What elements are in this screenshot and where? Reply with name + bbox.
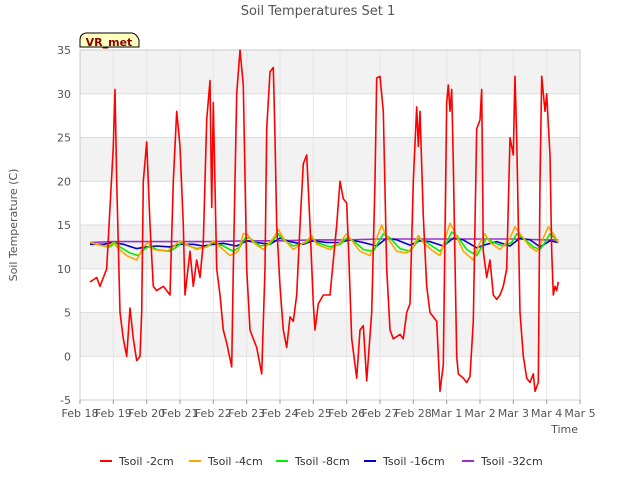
y-tick-label: 35 [57, 44, 71, 57]
site-label-box: VR_met [79, 32, 140, 49]
x-tick-label: Mar 1 [431, 407, 462, 420]
x-tick-label: Feb 26 [328, 407, 365, 420]
y-tick-label: 15 [57, 219, 71, 232]
y-tick-label: -5 [60, 394, 71, 407]
legend-label: Tsoil -32cm [480, 455, 543, 468]
y-tick-label: 0 [64, 350, 71, 363]
legend: Tsoil -2cm Tsoil -4cm Tsoil -8cm Tsoil -16c… [100, 455, 543, 468]
plot-background-bands [80, 50, 580, 357]
x-tick-label: Feb 20 [128, 407, 165, 420]
series-line [89, 238, 559, 244]
x-tick-label: Feb 24 [262, 407, 299, 420]
y-tick-label: 10 [57, 263, 71, 276]
legend-label: Tsoil -4cm [207, 455, 263, 468]
x-tick-label: Feb 23 [228, 407, 265, 420]
x-tick-label: Feb 18 [62, 407, 99, 420]
y-tick-label: 30 [57, 88, 71, 101]
series-line [89, 49, 560, 393]
y-tick-label: 5 [64, 307, 71, 320]
x-tick-label: Feb 27 [362, 407, 399, 420]
site-label: VR_met [86, 36, 133, 49]
x-tick-label: Feb 21 [162, 407, 199, 420]
x-tick-label: Feb 22 [195, 407, 232, 420]
series-lines [89, 49, 560, 393]
chart-title: Soil Temperatures Set 1 [241, 4, 396, 19]
x-tick-label: Feb 28 [395, 407, 432, 420]
legend-label: Tsoil -8cm [294, 455, 350, 468]
x-tick-label: Feb 25 [295, 407, 332, 420]
plot-band [80, 312, 580, 357]
y-axis-label: Soil Temperature (C) [7, 169, 20, 282]
x-tick-label: Mar 2 [464, 407, 495, 420]
y-tick-label: 20 [57, 175, 71, 188]
legend-label: Tsoil -2cm [118, 455, 174, 468]
plot-band [80, 50, 580, 94]
series-line [89, 231, 559, 257]
x-tick-label: Mar 4 [531, 407, 562, 420]
legend-label: Tsoil -16cm [382, 455, 445, 468]
x-axis-label: Time [550, 423, 578, 436]
y-tick-label: 25 [57, 132, 71, 145]
series-line [90, 237, 559, 250]
x-tick-label: Feb 19 [95, 407, 132, 420]
x-tick-label: Mar 3 [498, 407, 529, 420]
y-axis-ticks: -5 0 5 10 15 20 25 30 35 [57, 44, 71, 407]
plot-band [80, 137, 580, 182]
plot-frame [79, 49, 581, 401]
x-tick-label: Mar 5 [564, 407, 595, 420]
